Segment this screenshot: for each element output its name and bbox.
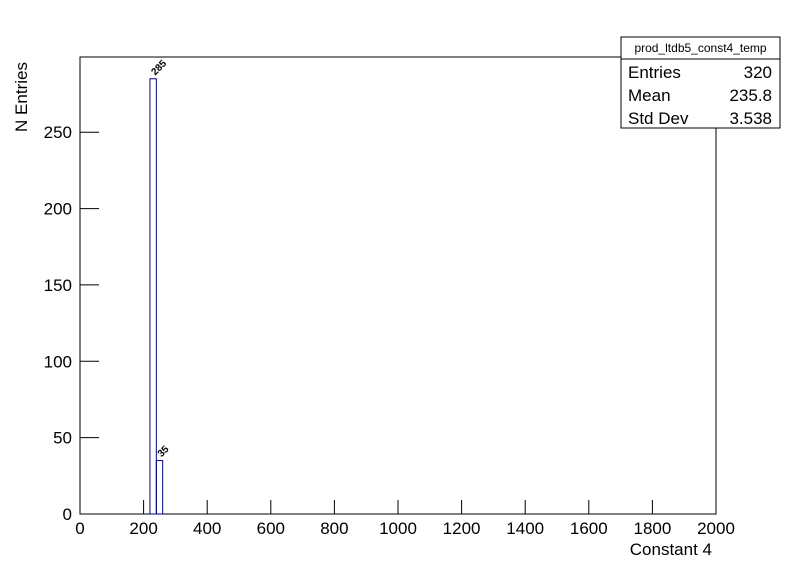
stats-value: 235.8: [729, 86, 772, 105]
y-tick-label: 100: [44, 352, 72, 371]
stats-value: 3.538: [729, 109, 772, 128]
x-tick-label: 2000: [697, 519, 735, 538]
stats-value: 320: [744, 63, 772, 82]
data-label: 285: [149, 58, 169, 78]
data-label: 35: [156, 444, 172, 460]
stats-label: Mean: [628, 86, 671, 105]
stats-label: Std Dev: [628, 109, 689, 128]
y-tick-label: 0: [63, 505, 72, 524]
y-axis-label: N Entries: [12, 62, 31, 132]
stats-label: Entries: [628, 63, 681, 82]
x-tick-label: 600: [257, 519, 285, 538]
x-tick-label: 1600: [570, 519, 608, 538]
bar: [155, 460, 164, 515]
x-tick-label: 200: [129, 519, 157, 538]
y-tick-label: 150: [44, 276, 72, 295]
x-tick-label: 800: [320, 519, 348, 538]
x-tick-label: 400: [193, 519, 221, 538]
bar: [149, 78, 157, 515]
stats-title: prod_ltdb5_const4_temp: [634, 41, 766, 55]
y-tick-label: 200: [44, 200, 72, 219]
x-tick-label: 1400: [506, 519, 544, 538]
x-axis-label: Constant 4: [630, 540, 712, 559]
x-tick-label: 1200: [443, 519, 481, 538]
y-tick-label: 250: [44, 123, 72, 142]
x-tick-label: 1000: [379, 519, 417, 538]
y-tick-label: 50: [53, 429, 72, 448]
x-tick-label: 0: [75, 519, 84, 538]
x-tick-label: 1800: [633, 519, 671, 538]
stats-box: [620, 36, 781, 129]
